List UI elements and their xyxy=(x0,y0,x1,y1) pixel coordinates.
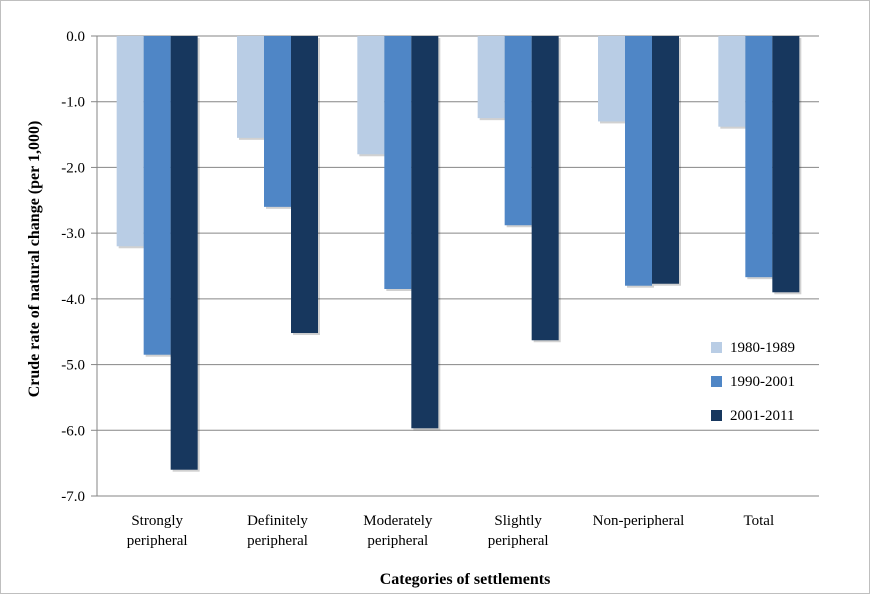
x-category-label: Slightly xyxy=(494,513,542,529)
y-tick-label: -6.0 xyxy=(61,423,85,439)
x-category-label: Non-peripheral xyxy=(593,513,685,529)
legend-label: 1990-2001 xyxy=(730,374,795,390)
x-category-label: peripheral xyxy=(127,533,188,549)
y-tick-label: -3.0 xyxy=(61,226,85,242)
y-tick-label: -2.0 xyxy=(61,160,85,176)
bar xyxy=(772,36,800,293)
legend-swatch xyxy=(711,376,722,387)
y-tick-label: -7.0 xyxy=(61,489,85,505)
bar xyxy=(237,36,264,138)
legend-swatch xyxy=(711,410,722,421)
bar xyxy=(357,36,385,155)
x-category-label: peripheral xyxy=(488,533,549,549)
bar xyxy=(411,36,439,429)
legend-label: 1980-1989 xyxy=(730,340,795,356)
y-tick-label: -5.0 xyxy=(61,358,85,374)
y-tick-label: 0.0 xyxy=(66,29,85,45)
x-category-label: Moderately xyxy=(363,513,433,529)
x-category-label: peripheral xyxy=(247,533,308,549)
x-category-label: Strongly xyxy=(131,513,183,529)
bar xyxy=(291,36,318,334)
y-tick-label: -4.0 xyxy=(61,292,85,308)
bar xyxy=(264,36,291,207)
y-tick-label: -1.0 xyxy=(61,95,85,111)
bar xyxy=(625,36,652,286)
bars xyxy=(116,36,802,472)
bar xyxy=(143,36,171,355)
bar xyxy=(652,36,679,284)
bar xyxy=(477,36,505,119)
x-axis-title: Categories of settlements xyxy=(380,571,551,588)
legend-label: 2001-2011 xyxy=(730,408,794,424)
bar xyxy=(745,36,773,278)
legend-swatch xyxy=(711,342,722,353)
bar xyxy=(116,36,144,247)
x-category-label: Total xyxy=(744,513,775,529)
x-category-label: Definitely xyxy=(247,513,308,529)
bar xyxy=(170,36,198,470)
bar xyxy=(384,36,412,289)
bar xyxy=(504,36,532,226)
bar xyxy=(531,36,559,341)
gridlines xyxy=(91,35,819,497)
bar xyxy=(718,36,746,127)
y-tick-labels: 0.0 -1.0 -2.0 -3.0 -4.0 -5.0 -6.0 -7.0 xyxy=(61,29,85,505)
legend: 1980-1989 1990-2001 2001-2011 xyxy=(711,340,795,424)
x-category-labels: Strongly peripheral Definitely peripheral Mo… xyxy=(127,513,774,549)
bar xyxy=(598,36,625,122)
x-category-label: peripheral xyxy=(367,533,428,549)
y-axis-title: Crude rate of natural change (per 1,000) xyxy=(26,121,43,398)
